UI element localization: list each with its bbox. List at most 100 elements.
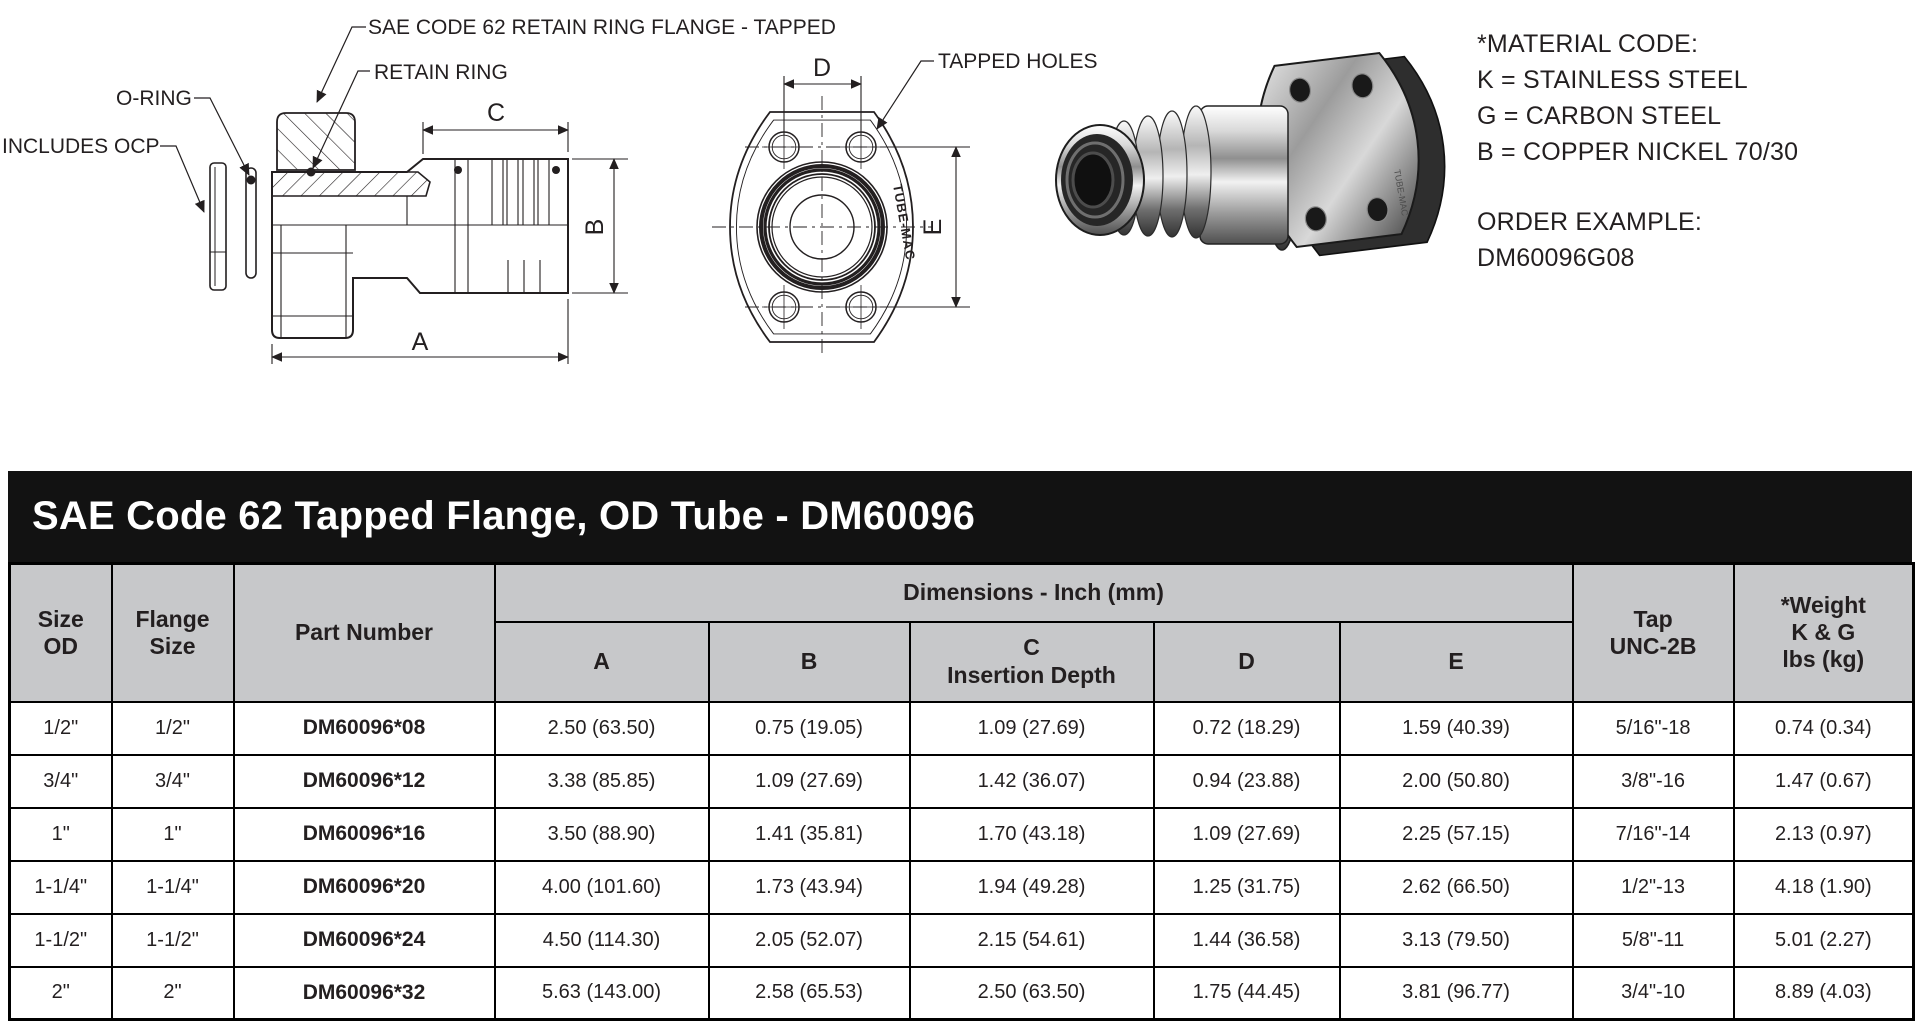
cell-dim-a: 3.50 (88.90) (493, 806, 710, 862)
cell-size-od: 1" (8, 806, 113, 862)
order-example-label: ORDER EXAMPLE: (1477, 208, 1703, 236)
header-row-dims: A B C Insertion Depth D E (10, 620, 1914, 703)
cell-size-od: 1-1/2" (8, 912, 113, 968)
cell-dim-b: 0.75 (19.05) (707, 700, 911, 756)
leader-lines (160, 26, 370, 213)
cell-dim-b: 2.05 (52.07) (707, 912, 911, 968)
cell-flange-size: 1-1/2" (110, 912, 235, 968)
spec-table-section: SAE Code 62 Tapped Flange, OD Tube - DM6… (8, 471, 1916, 1021)
cell-dim-e: 1.59 (40.39) (1338, 700, 1574, 756)
cell-flange-size: 1-1/4" (110, 859, 235, 915)
cell-size-od: 1-1/4" (8, 859, 113, 915)
cell-weight: 2.13 (0.97) (1732, 806, 1915, 862)
cell-part-number: DM60096*12 (232, 753, 496, 809)
cell-size-od: 1/2" (8, 700, 113, 756)
cell-dim-e: 2.00 (50.80) (1338, 753, 1574, 809)
col-header-flange-size: Flange Size (110, 562, 235, 703)
tapped-hole (839, 285, 883, 329)
cell-flange-size: 1" (110, 806, 235, 862)
cell-weight: 5.01 (2.27) (1732, 912, 1915, 968)
center-bore (756, 161, 888, 293)
tapped-holes-leader (876, 60, 934, 130)
table-title: SAE Code 62 Tapped Flange, OD Tube - DM6… (32, 494, 976, 538)
tapped-hole (762, 285, 806, 329)
flange-inner-outline (735, 119, 908, 335)
product-photo-3d: TUBE-MAC (1055, 51, 1446, 257)
cell-dim-a: 4.00 (101.60) (493, 859, 710, 915)
col-header-size-od: Size OD (8, 562, 113, 703)
cell-dim-c: 1.94 (49.28) (908, 859, 1155, 915)
cell-dim-c: 1.42 (36.07) (908, 753, 1155, 809)
cell-tap: 7/16"-14 (1571, 806, 1735, 862)
table-row: 1/2" 1/2" DM60096*08 2.50 (63.50) 0.75 (… (8, 700, 1915, 756)
cell-dim-b: 1.73 (43.94) (707, 859, 911, 915)
retain-ring-dot (306, 167, 316, 177)
cell-tap: 1/2"-13 (1571, 859, 1735, 915)
ocp-disc (209, 162, 227, 291)
cell-dim-d: 1.25 (31.75) (1152, 859, 1341, 915)
label-retain-ring: RETAIN RING (374, 61, 508, 84)
table-row: 1" 1" DM60096*16 3.50 (88.90) 1.41 (35.8… (8, 806, 1915, 862)
front-view: TAPPED HOLES D E TUBE-MAC (712, 50, 1098, 358)
cell-tap: 5/8"-11 (1571, 912, 1735, 968)
cell-flange-size: 3/4" (110, 753, 235, 809)
cell-dim-c: 2.50 (63.50) (908, 965, 1155, 1021)
dim-b (572, 158, 628, 294)
cell-dim-e: 2.62 (66.50) (1338, 859, 1574, 915)
table-row: 1-1/2" 1-1/2" DM60096*24 4.50 (114.30) 2… (8, 912, 1915, 968)
cell-dim-a: 4.50 (114.30) (493, 912, 710, 968)
side-section-view: SAE CODE 62 RETAIN RING FLANGE - TAPPED … (2, 16, 836, 364)
col-header-b: B (707, 620, 911, 703)
cell-part-number: DM60096*24 (232, 912, 496, 968)
col-header-part-number: Part Number (232, 562, 496, 703)
table-row: 3/4" 3/4" DM60096*12 3.38 (85.85) 1.09 (… (8, 753, 1915, 809)
dim-d (783, 76, 862, 135)
cell-dim-d: 0.94 (23.88) (1152, 753, 1341, 809)
cell-part-number: DM60096*16 (232, 806, 496, 862)
cell-dim-a: 3.38 (85.85) (493, 753, 710, 809)
dim-label-a: A (412, 328, 429, 356)
col-header-weight: *Weight K & G lbs (kg) (1732, 562, 1915, 703)
col-header-d: D (1152, 620, 1341, 703)
cell-weight: 4.18 (1.90) (1732, 859, 1915, 915)
cell-dim-b: 1.09 (27.69) (707, 753, 911, 809)
cell-weight: 1.47 (0.67) (1732, 753, 1915, 809)
cell-dim-d: 1.75 (44.45) (1152, 965, 1341, 1021)
retain-ring-section (276, 112, 356, 171)
cell-weight: 0.74 (0.34) (1732, 700, 1915, 756)
col-header-dimensions-group: Dimensions - Inch (mm) (493, 562, 1574, 623)
table-row: 1-1/4" 1-1/4" DM60096*20 4.00 (101.60) 1… (8, 859, 1915, 915)
cell-dim-e: 2.25 (57.15) (1338, 806, 1574, 862)
col-header-tap: Tap UNC-2B (1571, 562, 1735, 703)
material-code-block: *MATERIAL CODE: K = STAINLESS STEEL G = … (1477, 26, 1907, 276)
dim-label-e: E (919, 219, 947, 236)
label-includes-ocp: INCLUDES OCP (2, 135, 160, 158)
cell-dim-e: 3.13 (79.50) (1338, 912, 1574, 968)
barb-dot-right (552, 166, 560, 174)
order-example-value: DM60096G08 (1477, 244, 1635, 272)
cell-part-number: DM60096*32 (232, 965, 496, 1021)
cell-tap: 5/16"-18 (1571, 700, 1735, 756)
material-code-title: *MATERIAL CODE: (1477, 30, 1699, 58)
material-code-g: G = CARBON STEEL (1477, 102, 1722, 130)
label-o-ring: O-RING (116, 87, 192, 110)
dim-label-d: D (813, 54, 831, 82)
dim-e (880, 146, 970, 308)
cell-dim-b: 2.58 (65.53) (707, 965, 911, 1021)
cell-part-number: DM60096*20 (232, 859, 496, 915)
cell-dim-c: 1.70 (43.18) (908, 806, 1155, 862)
cell-dim-a: 5.63 (143.00) (493, 965, 710, 1021)
material-code-b: B = COPPER NICKEL 70/30 (1477, 138, 1799, 166)
col-header-a: A (493, 620, 710, 703)
table-title-bar: SAE Code 62 Tapped Flange, OD Tube - DM6… (8, 471, 1912, 562)
cell-dim-a: 2.50 (63.50) (493, 700, 710, 756)
cell-dim-c: 2.15 (54.61) (908, 912, 1155, 968)
cell-tap: 3/4"-10 (1571, 965, 1735, 1021)
technical-drawings: SAE CODE 62 RETAIN RING FLANGE - TAPPED … (2, 16, 1446, 364)
spec-table: Size OD Flange Size Part Number Dimensio… (8, 562, 1916, 1021)
cell-dim-d: 1.44 (36.58) (1152, 912, 1341, 968)
cell-dim-b: 1.41 (35.81) (707, 806, 911, 862)
label-tapped-holes: TAPPED HOLES (938, 50, 1098, 73)
col-header-c: C Insertion Depth (908, 620, 1155, 703)
material-code-k: K = STAINLESS STEEL (1477, 66, 1748, 94)
